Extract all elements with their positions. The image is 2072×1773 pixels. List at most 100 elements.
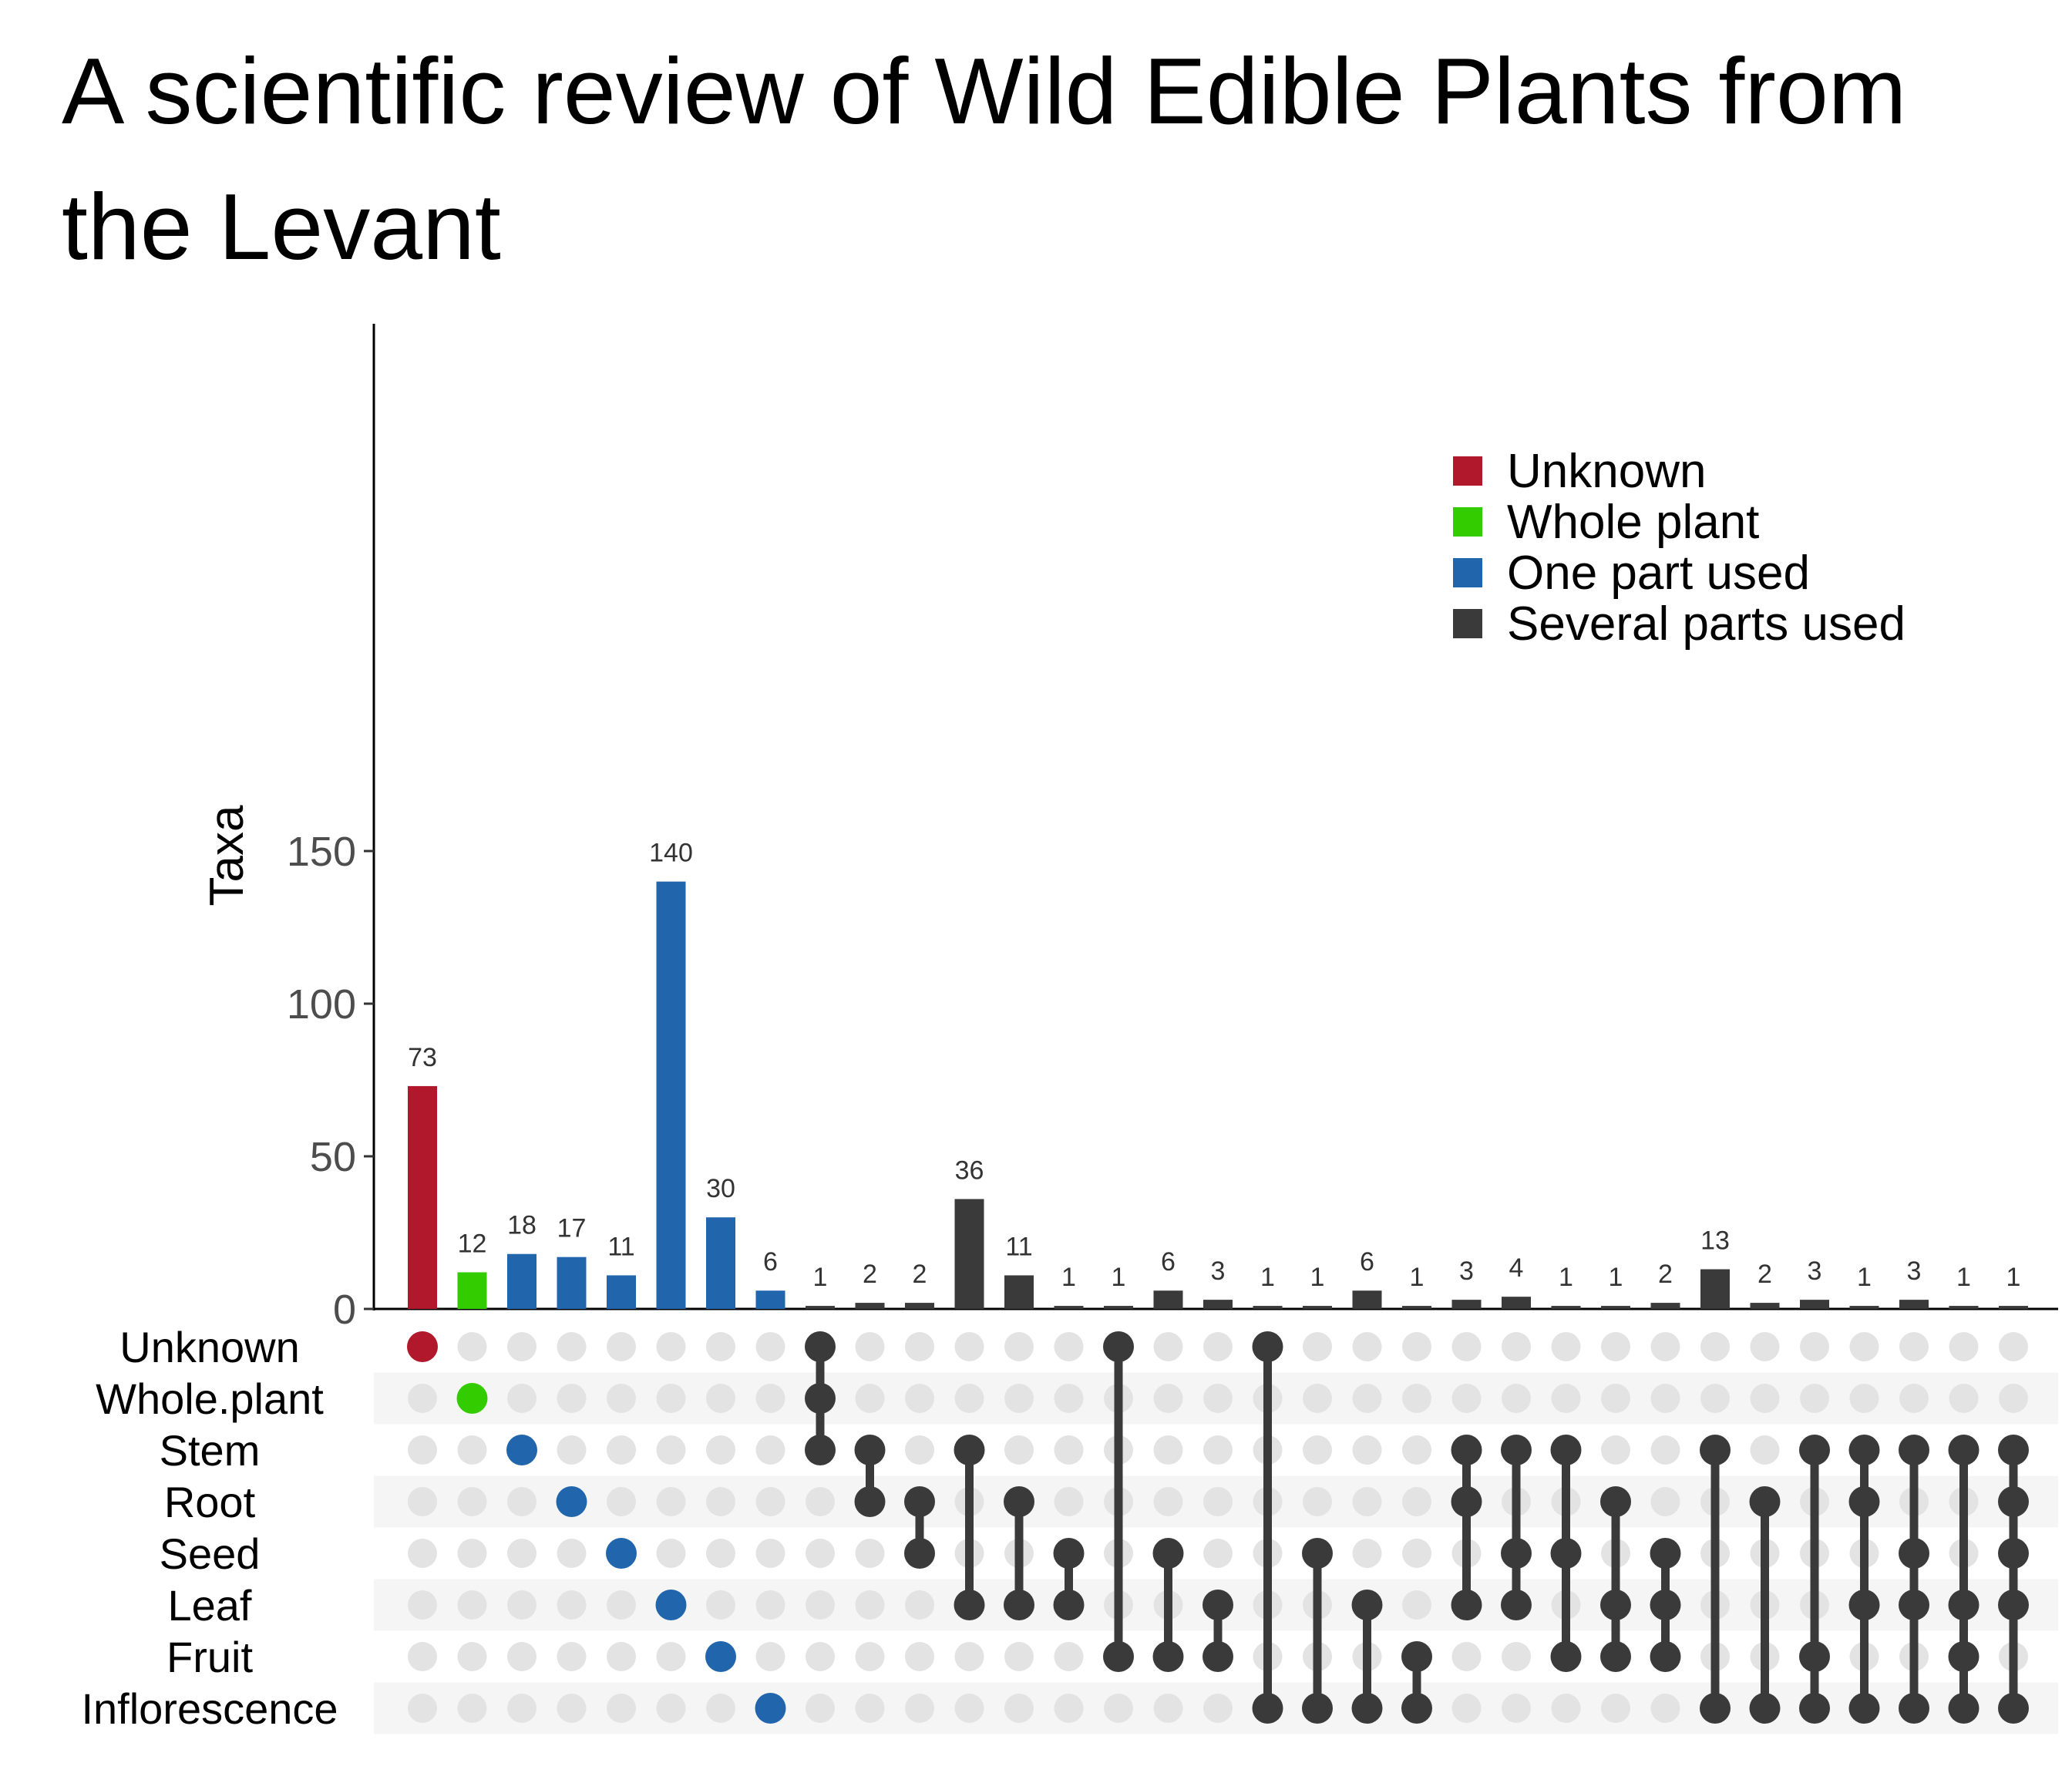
bar (1650, 1303, 1680, 1309)
matrix-dot-active (1899, 1590, 1929, 1620)
matrix-dot-active (1998, 1435, 2029, 1465)
matrix-dot-active (904, 1486, 935, 1517)
matrix-dot-active (1451, 1590, 1482, 1620)
bar (1899, 1300, 1929, 1309)
bar-value-label: 11 (1005, 1232, 1032, 1261)
matrix-dot-inactive (1750, 1435, 1780, 1465)
matrix-dot-inactive (1054, 1435, 1084, 1465)
bar-value-label: 1 (1310, 1263, 1325, 1292)
matrix-dot-active (1004, 1590, 1034, 1620)
matrix-dot-inactive (507, 1384, 536, 1413)
matrix-dot-active (904, 1538, 935, 1569)
matrix-dot-inactive (806, 1642, 835, 1671)
bar-value-label: 1 (1857, 1263, 1872, 1292)
matrix-dot-inactive (755, 1332, 785, 1361)
matrix-dot-active (1053, 1590, 1085, 1620)
bar-value-label: 1 (2006, 1263, 2021, 1292)
bar (1153, 1290, 1183, 1309)
matrix-dot-inactive (607, 1487, 636, 1516)
matrix-dot-inactive (755, 1435, 785, 1465)
matrix-dot-active (1351, 1693, 1383, 1724)
matrix-dot-active (1004, 1486, 1034, 1517)
matrix-dot-inactive (1601, 1332, 1630, 1361)
matrix-dot-inactive (855, 1694, 885, 1723)
set-label: Seed (160, 1529, 261, 1578)
matrix-dot-active (1948, 1590, 1980, 1620)
matrix-dot-active (1302, 1693, 1333, 1724)
matrix-dot-inactive (905, 1590, 934, 1620)
matrix-dot-active (1600, 1590, 1631, 1620)
bar-value-label: 2 (863, 1260, 877, 1289)
matrix-dot-inactive (1004, 1694, 1034, 1723)
matrix-dot-active (1998, 1486, 2029, 1517)
matrix-dot-active (954, 1435, 985, 1465)
bar (607, 1275, 636, 1309)
matrix-dot-inactive (1502, 1694, 1531, 1723)
matrix-dot-inactive (457, 1435, 487, 1465)
matrix-dot-inactive (408, 1590, 437, 1620)
matrix-dot-active (1202, 1641, 1233, 1672)
matrix-dot-inactive (1650, 1435, 1680, 1465)
matrix-dot-inactive (1104, 1694, 1133, 1723)
legend-label: One part used (1507, 547, 1810, 600)
bar (1402, 1306, 1431, 1309)
matrix-dot-active (1749, 1486, 1781, 1517)
matrix-dot-inactive (1303, 1384, 1332, 1413)
bar-value-label: 11 (607, 1232, 634, 1261)
matrix-dot-active (1550, 1435, 1582, 1465)
matrix-dot-active (1848, 1486, 1880, 1517)
matrix-dot-inactive (557, 1539, 587, 1568)
bar-value-label: 1 (1410, 1263, 1424, 1292)
matrix-dot-inactive (905, 1384, 934, 1413)
bar-value-label: 17 (557, 1214, 587, 1243)
matrix-dot-inactive (755, 1590, 785, 1620)
bar (855, 1303, 885, 1309)
matrix-dot-inactive (1601, 1694, 1630, 1723)
matrix-dot-inactive (1203, 1332, 1233, 1361)
matrix-dot-active (655, 1590, 687, 1620)
matrix-dot-inactive (905, 1642, 934, 1671)
matrix-dot-inactive (706, 1384, 735, 1413)
matrix-dot-inactive (1750, 1332, 1780, 1361)
matrix-dot-active (1103, 1641, 1134, 1672)
legend-swatch (1453, 609, 1482, 638)
matrix-dot-active (1600, 1641, 1631, 1672)
matrix-dot-inactive (1650, 1384, 1680, 1413)
y-axis: Taxa (200, 324, 2058, 1310)
bar (755, 1290, 785, 1309)
matrix-dot-inactive (656, 1694, 686, 1723)
matrix-dot-inactive (457, 1642, 487, 1671)
matrix-dot-inactive (755, 1642, 785, 1671)
legend-label: Whole plant (1507, 496, 1759, 549)
bar-value-label: 3 (1211, 1257, 1226, 1286)
matrix-dot-inactive (607, 1332, 636, 1361)
matrix-dot-active (1998, 1693, 2029, 1724)
matrix-dot-inactive (806, 1539, 835, 1568)
matrix-dot-active (1948, 1435, 1980, 1465)
matrix-dot-inactive (1153, 1332, 1183, 1361)
bar (1999, 1306, 2028, 1309)
matrix-dot-inactive (408, 1435, 437, 1465)
matrix-dot-inactive (408, 1694, 437, 1723)
matrix-dot-active (1351, 1590, 1383, 1620)
matrix-dot-inactive (1502, 1332, 1531, 1361)
bar-value-label: 1 (1112, 1263, 1126, 1292)
bar-value-label: 13 (1700, 1226, 1730, 1256)
matrix-dot-inactive (1153, 1487, 1183, 1516)
bar (1700, 1269, 1730, 1309)
matrix-dot-inactive (557, 1694, 587, 1723)
bar-value-label: 12 (458, 1229, 487, 1258)
set-label: Root (164, 1478, 256, 1526)
matrix-dot-active (1700, 1693, 1731, 1724)
matrix-dot-inactive (954, 1332, 984, 1361)
bar-value-label: 6 (1161, 1247, 1176, 1277)
matrix-dot-inactive (457, 1539, 487, 1568)
matrix-dot-inactive (607, 1642, 636, 1671)
matrix-dot-active (1650, 1538, 1681, 1569)
matrix-dot-active (1053, 1538, 1085, 1569)
matrix-dot-inactive (1352, 1384, 1382, 1413)
matrix-dot-inactive (706, 1332, 735, 1361)
matrix-dot-active (805, 1383, 836, 1414)
matrix-dot-inactive (1303, 1435, 1332, 1465)
